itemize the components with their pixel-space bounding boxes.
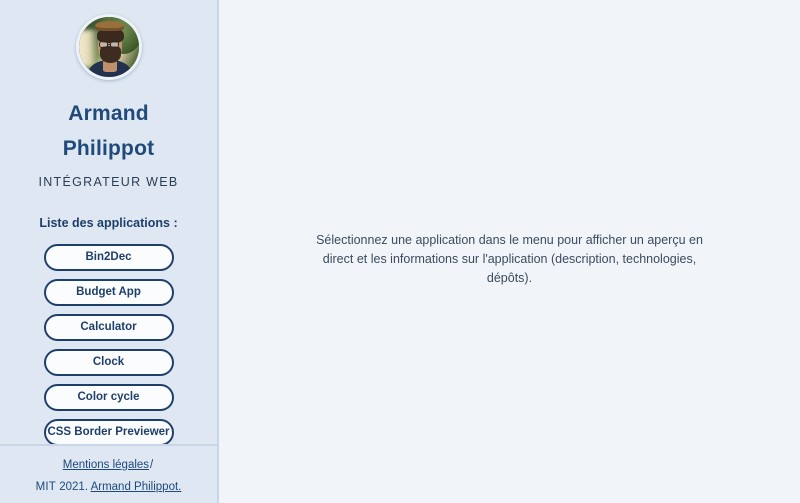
app-list-heading: Liste des applications :	[39, 216, 178, 230]
app-list: Bin2Dec Budget App Calculator Clock Colo…	[6, 244, 211, 444]
avatar-photo	[78, 17, 139, 77]
avatar-neck	[102, 60, 117, 73]
site-name-first: Armand	[68, 102, 149, 125]
sidebar-scroll-region[interactable]: Armand Philippot INTÉGRATEUR WEB Liste d…	[0, 0, 217, 444]
main-content: Sélectionnez une application dans le men…	[219, 0, 800, 503]
list-item: CSS Border Previewer	[43, 419, 174, 444]
footer-year: 2021.	[59, 481, 89, 493]
footer-license-line: MIT 2021. Armand Philippot.	[0, 479, 217, 495]
avatar-glasses-bridge	[107, 43, 111, 46]
app-button-clock[interactable]: Clock	[43, 349, 174, 376]
empty-state-message: Sélectionnez une application dans le men…	[316, 233, 703, 285]
sidebar-footer: Mentions légales/ MIT 2021. Armand Phili…	[0, 444, 217, 503]
list-item: Color cycle	[43, 384, 174, 411]
app-button-calculator[interactable]: Calculator	[43, 314, 174, 341]
list-item: Bin2Dec	[43, 244, 174, 271]
avatar-headwear	[95, 21, 125, 32]
app-button-budget-app[interactable]: Budget App	[43, 279, 174, 306]
site-name-last: Philippot	[62, 137, 155, 160]
page-title: Armand Philippot	[34, 96, 184, 166]
list-item: Budget App	[43, 279, 174, 306]
avatar	[75, 14, 142, 80]
avatar-light-flare	[78, 30, 99, 68]
avatar-glasses-left	[98, 41, 108, 48]
list-item: Clock	[43, 349, 174, 376]
footer-license: MIT	[35, 481, 57, 493]
author-link[interactable]: Armand Philippot.	[90, 481, 182, 493]
app-button-bin2dec[interactable]: Bin2Dec	[43, 244, 174, 271]
job-title: INTÉGRATEUR WEB	[38, 175, 179, 189]
avatar-glasses-right	[109, 41, 119, 48]
legal-notice-link[interactable]: Mentions légales	[62, 459, 150, 471]
sidebar: Armand Philippot INTÉGRATEUR WEB Liste d…	[0, 0, 219, 503]
list-item: Calculator	[43, 314, 174, 341]
footer-separator: /	[150, 459, 154, 471]
footer-legal-line: Mentions légales/	[0, 457, 217, 473]
app-button-color-cycle[interactable]: Color cycle	[43, 384, 174, 411]
app-button-css-border-previewer[interactable]: CSS Border Previewer	[43, 419, 174, 444]
avatar-beard	[99, 45, 122, 63]
